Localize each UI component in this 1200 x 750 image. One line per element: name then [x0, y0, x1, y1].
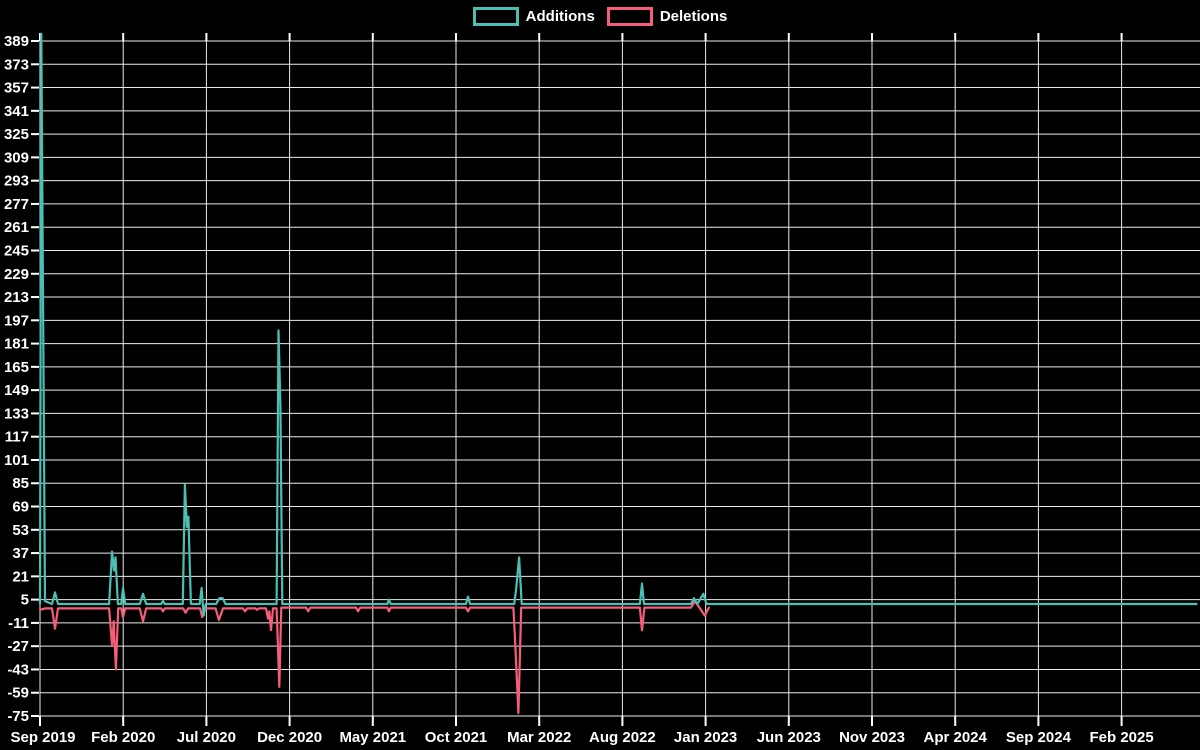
- x-tick-label: Feb 2020: [91, 729, 155, 746]
- x-tick-label: Sep 2024: [1006, 729, 1072, 746]
- y-tick-label: -75: [7, 708, 29, 725]
- y-tick-label: 5: [21, 592, 29, 609]
- legend-label-additions: Additions: [525, 8, 595, 25]
- series-line-deletions: [38, 599, 711, 715]
- x-tick-label: Sep 2019: [10, 729, 75, 746]
- y-tick-label: 245: [4, 242, 29, 259]
- x-tick-label: Jun 2023: [757, 729, 821, 746]
- y-tick-label: 373: [4, 56, 29, 73]
- legend-label-deletions: Deletions: [659, 8, 728, 25]
- chart-legend: Additions Deletions: [0, 7, 1200, 26]
- y-tick-label: -27: [7, 638, 29, 655]
- y-tick-label: 309: [4, 149, 29, 166]
- y-tick-label: -43: [7, 661, 29, 678]
- y-tick-label: 213: [4, 289, 29, 306]
- x-tick-label: May 2021: [339, 729, 406, 746]
- y-tick-label: 133: [4, 405, 29, 422]
- y-tick-label: 101: [4, 452, 29, 469]
- x-axis-labels: Sep 2019 Feb 2020 Jul 2020 Dec 2020 May 2021…: [10, 729, 1153, 746]
- y-tick-label: 261: [4, 219, 29, 236]
- x-tick-label: Aug 2022: [589, 729, 656, 746]
- y-tick-label: 293: [4, 173, 29, 190]
- y-axis-labels: 389 373 357 341 325 309 293 277 261 245 229 213 197 1…: [4, 33, 29, 725]
- legend-item-deletions[interactable]: Deletions: [606, 7, 728, 26]
- x-tick-label: Jan 2023: [674, 729, 737, 746]
- y-tick-label: 85: [12, 475, 29, 492]
- y-tick-label: 341: [4, 103, 29, 120]
- x-tick-label: Oct 2021: [425, 729, 488, 746]
- y-tick-label: 197: [4, 312, 29, 329]
- x-tick-label: Mar 2022: [507, 729, 571, 746]
- y-tick-label: 325: [4, 126, 29, 143]
- series-line-additions: [38, 32, 1198, 617]
- y-tick-label: 117: [5, 429, 29, 446]
- additions-swatch-icon: [472, 7, 519, 26]
- legend-item-additions[interactable]: Additions: [472, 7, 595, 26]
- y-tick-label: 229: [4, 266, 29, 283]
- y-tick-label: 389: [4, 33, 29, 50]
- x-tick-label: Apr 2024: [924, 729, 988, 746]
- y-tick-label: 357: [4, 80, 29, 97]
- x-tick-label: Feb 2025: [1089, 729, 1153, 746]
- y-tick-label: 37: [12, 545, 29, 562]
- x-tick-label: Dec 2020: [257, 729, 322, 746]
- grid-lines: [39, 40, 1200, 717]
- y-tick-label: 181: [4, 336, 29, 353]
- x-tick-label: Jul 2020: [177, 729, 236, 746]
- y-tick-label: 69: [12, 499, 29, 516]
- y-tick-label: 165: [4, 359, 29, 376]
- deletions-swatch-icon: [606, 7, 653, 26]
- y-tick-label: 149: [4, 382, 29, 399]
- axis-ticks: [31, 33, 1123, 727]
- y-tick-label: -11: [8, 615, 29, 632]
- y-tick-label: 53: [12, 522, 29, 539]
- y-tick-label: -59: [7, 685, 29, 702]
- x-tick-label: Nov 2023: [839, 729, 905, 746]
- y-tick-label: 277: [4, 196, 29, 213]
- y-tick-label: 21: [12, 568, 29, 585]
